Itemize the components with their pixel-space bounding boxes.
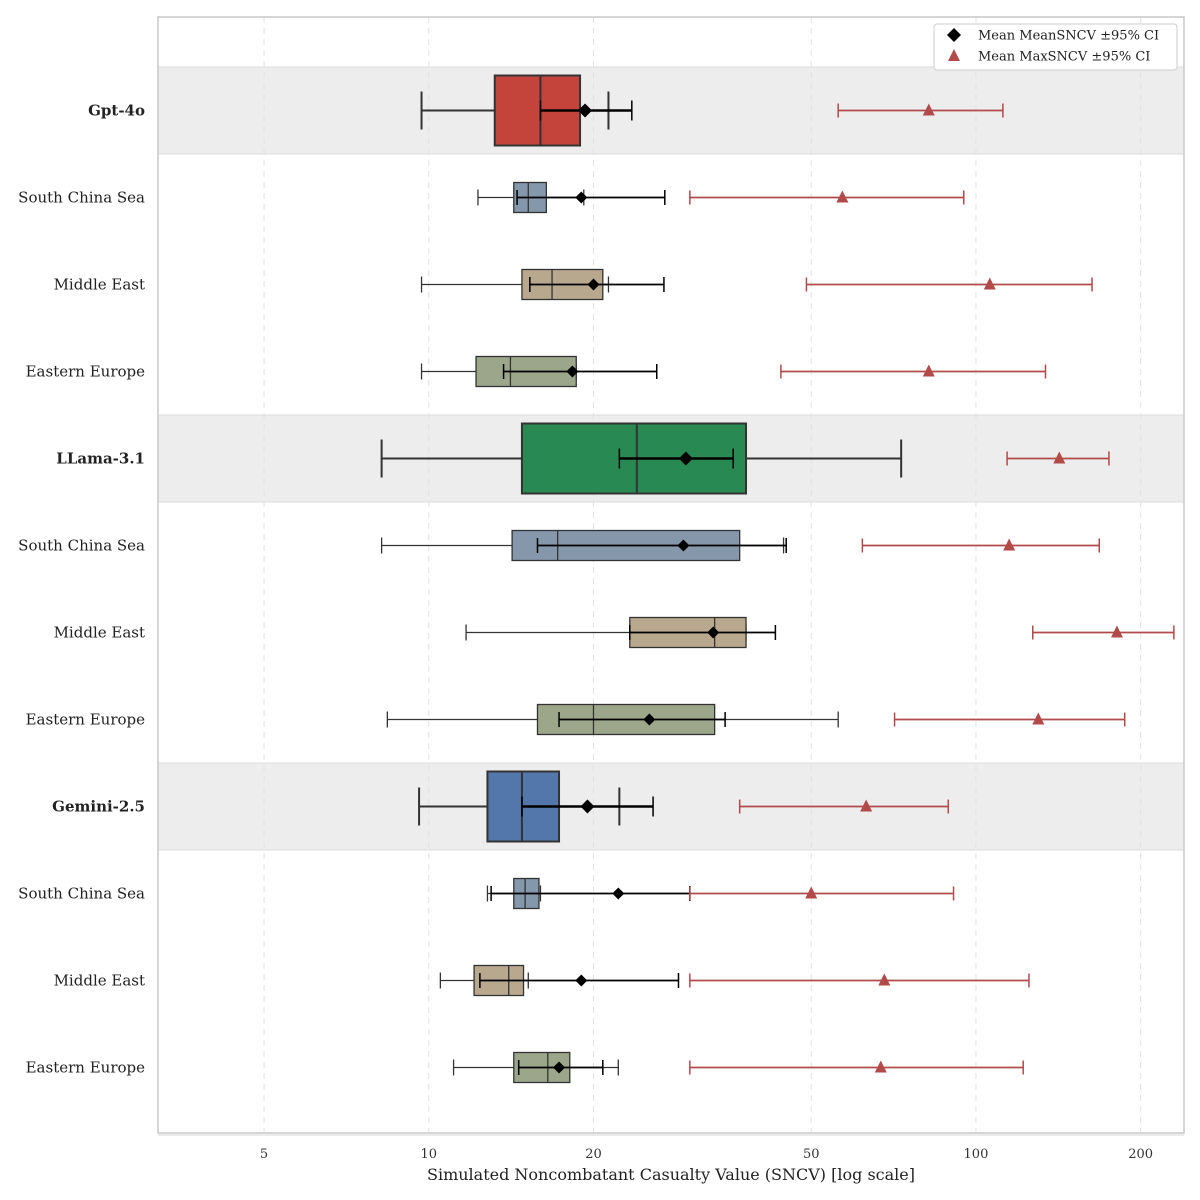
x-tick-labels: 5 10 20 50 100 200	[260, 1147, 1153, 1162]
mean-marker	[677, 539, 690, 552]
scenario-label: Middle East	[54, 276, 145, 294]
model-label: LLama-3.1	[56, 450, 145, 468]
max-marker	[1003, 538, 1016, 551]
scenario-label: Middle East	[54, 624, 145, 642]
mean-marker	[580, 799, 595, 814]
x-axis-label: Simulated Noncombatant Casualty Value (S…	[427, 1165, 915, 1184]
x-tick-label: 5	[260, 1147, 268, 1162]
group-band	[157, 762, 1185, 851]
scenario-row	[477, 181, 965, 214]
scenario-label: South China Sea	[18, 885, 145, 903]
model-row	[418, 770, 950, 843]
scenario-row	[386, 703, 1126, 736]
max-marker	[836, 190, 849, 203]
chart-rows	[380, 74, 1175, 1084]
scenario-label: Eastern Europe	[26, 711, 146, 729]
model-row	[420, 74, 1004, 147]
legend-mean-label: Mean MeanSNCV ±95% CI	[978, 29, 1159, 44]
scenario-label: South China Sea	[18, 189, 145, 207]
x-tick-label: 200	[1128, 1147, 1153, 1162]
mean-marker	[587, 278, 600, 291]
scenario-row	[380, 529, 1100, 562]
max-marker	[860, 799, 873, 812]
model-label: Gemini-2.5	[52, 798, 145, 816]
y-tick-labels: Gpt-4o South China Sea Middle East Eastern …	[18, 102, 145, 1077]
mean-marker	[678, 451, 693, 466]
mean-marker	[612, 887, 625, 900]
legend-triangle-marker	[948, 49, 960, 61]
max-marker	[922, 103, 935, 116]
model-label: Gpt-4o	[88, 102, 145, 120]
scenario-label: Eastern Europe	[26, 1059, 146, 1077]
mean-marker	[566, 365, 579, 378]
legend-frame	[933, 23, 1178, 71]
mean-marker	[707, 626, 720, 639]
mean-marker	[575, 974, 588, 987]
legend-max-label: Mean MaxSNCV ±95% CI	[978, 50, 1150, 65]
max-marker	[1110, 625, 1123, 638]
max-marker	[983, 277, 996, 290]
x-tick-label: 20	[585, 1147, 602, 1162]
max-marker	[805, 886, 818, 899]
max-marker	[1032, 712, 1045, 725]
x-tick-label: 100	[964, 1147, 989, 1162]
max-marker	[878, 973, 891, 986]
scenario-row	[439, 964, 1030, 997]
scenario-row	[452, 1051, 1024, 1084]
legend: Mean MeanSNCV ±95% CI Mean MaxSNCV ±95% …	[933, 23, 1178, 71]
group-band	[157, 66, 1185, 155]
x-tick-label: 50	[803, 1147, 820, 1162]
scenario-row	[420, 355, 1047, 388]
mean-marker	[575, 191, 588, 204]
scenario-label: South China Sea	[18, 537, 145, 555]
max-marker	[922, 364, 935, 377]
scenario-row	[465, 616, 1175, 649]
plot-frame	[157, 16, 1185, 1134]
legend-diamond-marker	[947, 28, 961, 42]
mean-marker	[578, 103, 593, 118]
iqr-box	[493, 74, 582, 147]
max-marker	[874, 1060, 887, 1073]
mean-marker	[553, 1061, 566, 1074]
scenario-row	[420, 268, 1093, 301]
x-gridlines	[263, 17, 1142, 1133]
max-marker	[1053, 451, 1066, 464]
x-tick-label: 10	[420, 1147, 437, 1162]
model-row	[380, 422, 1110, 495]
scenario-label: Eastern Europe	[26, 363, 146, 381]
scenario-row	[486, 877, 955, 910]
mean-marker	[643, 713, 656, 726]
scenario-label: Middle East	[54, 972, 145, 990]
